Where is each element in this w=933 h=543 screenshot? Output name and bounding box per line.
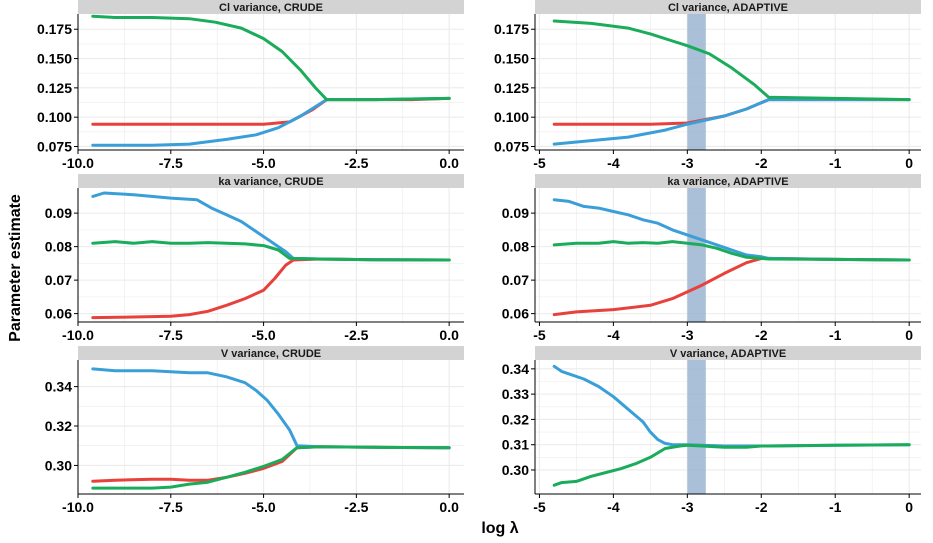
highlight-band [687,188,706,322]
y-tick-label: 0.150 [37,51,72,67]
x-tick-label: -3 [681,155,694,171]
x-tick-label: -5.0 [252,155,276,171]
y-tick-label: 0.150 [494,51,529,67]
y-tick-label: 0.100 [37,109,72,125]
x-tick-label: -2 [755,499,768,515]
x-tick-label: -1 [829,155,842,171]
panel-title: Cl variance, CRUDE [219,2,323,14]
panel-strip [78,346,464,360]
y-tick-label: 0.100 [494,109,529,125]
panel-title: Cl variance, ADAPTIVE [668,2,788,14]
y-tick-label: 0.075 [37,138,72,154]
series-line-green [552,443,911,487]
panel-title: V variance, CRUDE [221,348,321,360]
panel-strip [535,0,921,14]
y-tick-label: 0.34 [45,379,72,395]
y-tick-label: 0.06 [502,306,529,322]
y-tick-label: 0.175 [37,21,72,37]
panel-title: ka variance, ADAPTIVE [667,176,788,188]
y-tick-label: 0.08 [502,239,529,255]
x-tick-label: -2 [755,155,768,171]
panel-strip [78,174,464,188]
y-tick-label: 0.08 [45,239,72,255]
panel-strip [78,0,464,14]
x-tick-label: -4 [607,155,620,171]
panel-strip [535,346,921,360]
x-tick-label: -5.0 [252,327,276,343]
y-tick-label: 0.07 [502,272,529,288]
panel-6: V variance, ADAPTIVE 0.30 0.31 0.32 0.33 0.34… [502,346,921,515]
x-tick-label: 0.0 [439,155,459,171]
y-tick-label: 0.30 [502,462,529,478]
panel-strip [535,174,921,188]
x-tick-label: 0 [905,155,913,171]
y-tick-label: 0.34 [502,361,529,377]
panel-4: ka variance, ADAPTIVE 0.06 0.07 0.08 0.09 -5 -… [502,174,921,343]
y-tick-label: 0.09 [45,205,72,221]
x-tick-label: -10.0 [62,327,94,343]
highlight-band [687,360,706,494]
x-tick-label: -2.5 [344,499,368,515]
x-tick-label: 0.0 [439,499,459,515]
x-tick-label: -2.5 [344,327,368,343]
x-tick-label: -2 [755,327,768,343]
y-tick-label: 0.32 [45,418,72,434]
y-tick-label: 0.31 [502,437,529,453]
x-tick-label: -5 [533,499,546,515]
plot-background [535,360,921,494]
y-tick-label: 0.125 [37,80,72,96]
x-tick-label: -4 [607,499,620,515]
y-tick-label: 0.125 [494,80,529,96]
plot-background [78,188,464,322]
x-axis-title: log λ [481,520,518,537]
plot-background [78,360,464,494]
x-tick-label: -5 [533,327,546,343]
panels: Cl variance, CRUDE 0.075 0.100 0.125 0.150 0.… [37,0,921,515]
y-tick-label: 0.30 [45,457,72,473]
series-line-green [91,14,451,102]
series-line-green [91,240,451,262]
x-tick-label: 0 [905,327,913,343]
plot-background [535,14,921,150]
x-tick-label: -7.5 [159,499,183,515]
series-line-green [552,19,911,102]
x-tick-label: -10.0 [62,499,94,515]
x-tick-label: -4 [607,327,620,343]
plot-background [535,188,921,322]
highlight-band [687,14,706,150]
panel-title: V variance, ADAPTIVE [670,348,786,360]
panel-2: Cl variance, ADAPTIVE 0.075 0.100 0.125 0.15… [494,0,921,171]
panel-title: ka variance, CRUDE [218,176,323,188]
x-tick-label: -7.5 [159,327,183,343]
x-tick-label: -5.0 [252,499,276,515]
y-tick-label: 0.09 [502,205,529,221]
x-tick-label: -7.5 [159,155,183,171]
y-tick-label: 0.07 [45,272,72,288]
series-line-green [552,240,911,262]
y-tick-label: 0.33 [502,386,529,402]
x-tick-label: 0 [905,499,913,515]
x-tick-label: -1 [829,327,842,343]
series-line-blue [552,98,911,146]
y-tick-label: 0.06 [45,306,72,322]
panel-1: Cl variance, CRUDE 0.075 0.100 0.125 0.150 0.… [37,0,464,171]
series-line-green [91,445,451,490]
x-tick-label: -3 [681,499,694,515]
y-tick-label: 0.175 [494,21,529,37]
x-tick-label: -10.0 [62,155,94,171]
y-tick-label: 0.075 [494,138,529,154]
y-tick-label: 0.32 [502,411,529,427]
x-tick-label: -2.5 [344,155,368,171]
plot-background [78,14,464,150]
series-line-blue [552,198,911,262]
panel-5: V variance, CRUDE 0.30 0.32 0.34 -10.0 -7.5 -5… [45,346,464,515]
y-axis-title: Parameter estimate [7,194,24,342]
x-tick-label: -3 [681,327,694,343]
x-tick-label: -1 [829,499,842,515]
x-tick-label: -5 [533,155,546,171]
x-tick-label: 0.0 [439,327,459,343]
panel-3: ka variance, CRUDE 0.06 0.07 0.08 0.09 -10.0 -… [45,174,464,343]
